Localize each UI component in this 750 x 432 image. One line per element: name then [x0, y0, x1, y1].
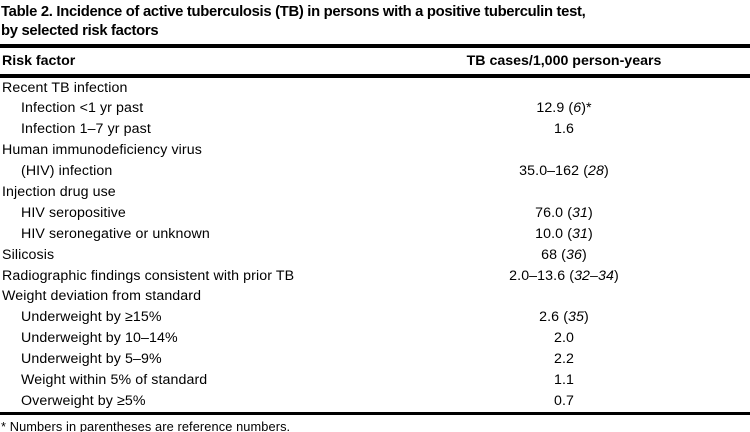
risk-factor-cell: Weight deviation from standard: [2, 288, 202, 305]
value-cell: 12.9 (6)*: [378, 98, 750, 119]
table-rule-header: [0, 74, 750, 78]
risk-factor-cell: Infection 1–7 yr past: [21, 121, 151, 138]
value-cell: 76.0 (31): [378, 203, 750, 224]
table-row: Underweight by 5–9% 2.2: [0, 349, 750, 370]
value-cell: [378, 78, 750, 99]
table-row: Underweight by ≥15% 2.6 (35): [0, 307, 750, 328]
table-row: (HIV) infection 35.0–162 (28): [0, 161, 750, 182]
reference-number: 32–34: [574, 267, 615, 284]
risk-factor-cell: HIV seronegative or unknown: [21, 225, 210, 242]
value-suffix: ): [584, 309, 589, 326]
table-body: Recent TB infection Infection <1 yr past…: [0, 78, 750, 412]
value-text: 2.6 (: [539, 309, 569, 326]
table-row: Recent TB infection: [0, 78, 750, 99]
value-text: 2.0: [553, 330, 575, 347]
value-cell: 2.0: [378, 328, 750, 349]
value-text: 12.9 (: [536, 100, 574, 117]
risk-factor-cell: Overweight by ≥5%: [21, 392, 146, 409]
table-row: Infection 1–7 yr past 1.6: [0, 119, 750, 140]
value-text: 0.7: [553, 392, 575, 409]
value-cell: 1.6: [378, 119, 750, 140]
risk-factor-column-header: Risk factor: [2, 52, 76, 69]
value-suffix: ): [588, 225, 593, 242]
value-text: 1.1: [553, 371, 575, 388]
risk-factor-cell: Infection <1 yr past: [21, 100, 144, 117]
table-row: Silicosis 68 (36): [0, 245, 750, 266]
value-column-header: TB cases/1,000 person-years: [466, 52, 662, 69]
value-cell: 1.1: [378, 370, 750, 391]
risk-factor-cell: Underweight by ≥15%: [21, 309, 162, 326]
value-cell: 0.7: [378, 391, 750, 412]
reference-number: 28: [588, 163, 604, 180]
table-row: HIV seronegative or unknown 10.0 (31): [0, 224, 750, 245]
value-text: 10.0 (: [535, 225, 573, 242]
table-row: HIV seropositive 76.0 (31): [0, 203, 750, 224]
table-title: Table 2. Incidence of active tuberculosi…: [0, 0, 750, 41]
risk-factor-cell: Weight within 5% of standard: [21, 371, 208, 388]
risk-factor-cell: Silicosis: [2, 246, 55, 263]
reference-number: 31: [572, 204, 589, 221]
table-row: Underweight by 10–14% 2.0: [0, 328, 750, 349]
value-suffix: )*: [581, 100, 592, 117]
reference-number: 31: [572, 225, 589, 242]
table-row: Weight deviation from standard: [0, 286, 750, 307]
value-text: 2.2: [553, 351, 575, 368]
risk-factor-cell: Underweight by 5–9%: [21, 351, 162, 368]
table-row: Human immunodeficiency virus: [0, 140, 750, 161]
risk-factor-cell: Recent TB infection: [2, 79, 128, 96]
table-title-line-2: by selected risk factors: [1, 23, 159, 39]
value-cell: [378, 140, 750, 161]
table-row: Radiographic findings consistent with pr…: [0, 266, 750, 287]
value-suffix: ): [614, 267, 619, 284]
table-row: Infection <1 yr past 12.9 (6)*: [0, 98, 750, 119]
risk-factor-cell: Human immunodeficiency virus: [2, 142, 202, 159]
value-cell: 2.2: [378, 349, 750, 370]
value-cell: 2.6 (35): [378, 307, 750, 328]
reference-number: 35: [568, 309, 585, 326]
value-text: 2.0–13.6 (: [509, 267, 575, 284]
table-row: Weight within 5% of standard 1.1: [0, 370, 750, 391]
table-row: Overweight by ≥5% 0.7: [0, 391, 750, 412]
table-rule-top: [0, 44, 750, 48]
value-cell: 35.0–162 (28): [378, 161, 750, 182]
value-suffix: ): [582, 246, 587, 263]
value-cell: 2.0–13.6 (32–34): [378, 266, 750, 287]
table-row: Injection drug use: [0, 182, 750, 203]
value-suffix: ): [604, 163, 609, 180]
risk-factor-cell: HIV seropositive: [21, 204, 126, 221]
table-header-row: Risk factor TB cases/1,000 person-years: [0, 48, 750, 75]
table-footnote: * Numbers in parentheses are reference n…: [1, 419, 291, 432]
value-text: 35.0–162 (: [519, 163, 589, 180]
risk-factor-cell: Injection drug use: [2, 183, 116, 200]
reference-number: 36: [566, 246, 582, 263]
risk-factor-cell: (HIV) infection: [21, 163, 113, 180]
value-cell: [378, 182, 750, 203]
table-rule-bottom: [0, 411, 750, 416]
value-cell: 10.0 (31): [378, 224, 750, 245]
risk-factor-cell: Underweight by 10–14%: [21, 330, 178, 347]
table-title-line-1: Table 2. Incidence of active tuberculosi…: [1, 4, 586, 20]
value-suffix: ): [588, 204, 593, 221]
value-cell: 68 (36): [378, 245, 750, 266]
reference-number: 6: [573, 100, 582, 117]
value-text: 68 (: [541, 246, 567, 263]
value-text: 1.6: [553, 121, 575, 138]
risk-factor-cell: Radiographic findings consistent with pr…: [2, 267, 295, 284]
value-text: 76.0 (: [535, 204, 573, 221]
value-cell: [378, 286, 750, 307]
